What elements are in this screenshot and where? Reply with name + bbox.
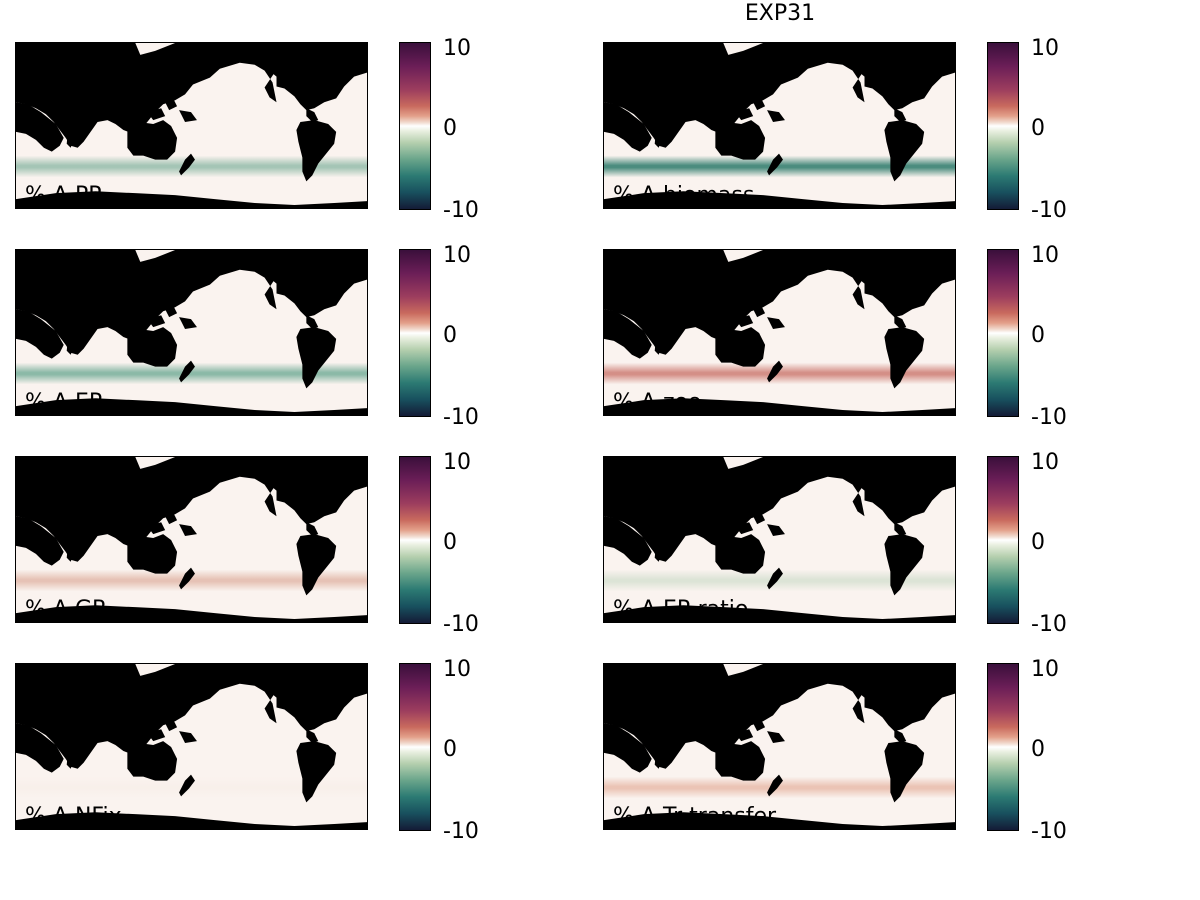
- map-panel-ep: % Δ EP: [15, 249, 368, 416]
- map-plot: [16, 43, 367, 208]
- map-panel-gr: % Δ GR: [15, 456, 368, 623]
- colorbar-min-tick: -10: [443, 819, 479, 844]
- colorbar-mid-tick: 0: [1031, 530, 1045, 555]
- colorbar-min-tick: -10: [1031, 612, 1067, 637]
- colorbar-min-tick: -10: [1031, 819, 1067, 844]
- southern-ocean-anomaly-band: [16, 776, 367, 799]
- panel-label: % Δ GR: [25, 597, 108, 622]
- panel-label: % Δ NFix: [25, 804, 122, 829]
- colorbar-max-tick: 10: [443, 243, 471, 268]
- colorbar-min-tick: -10: [443, 405, 479, 430]
- colorbar-max-tick: 10: [1031, 657, 1059, 682]
- colorbar-mid-tick: 0: [1031, 116, 1045, 141]
- colorbar-zoo: [987, 249, 1019, 417]
- map-plot: [604, 457, 955, 622]
- colorbar-mid-tick: 0: [1031, 737, 1045, 762]
- map-panel-nfix: % Δ NFix: [15, 663, 368, 830]
- map-plot: [604, 250, 955, 415]
- panel-label: % Δ biomass: [613, 183, 755, 208]
- panel-label: % Δ EP-ratio: [613, 597, 749, 622]
- colorbar-mid-tick: 0: [443, 737, 457, 762]
- panel-label: % Δ EP: [25, 390, 103, 415]
- colorbar-max-tick: 10: [1031, 36, 1059, 61]
- colorbar-max-tick: 10: [1031, 243, 1059, 268]
- colorbar-min-tick: -10: [1031, 198, 1067, 223]
- map-panel-pp: % Δ PP: [15, 42, 368, 209]
- southern-ocean-anomaly-band: [604, 362, 955, 385]
- colorbar-nfix: [399, 663, 431, 831]
- map-plot: [16, 457, 367, 622]
- map-panel-ep-ratio: % Δ EP-ratio: [603, 456, 956, 623]
- map-plot: [16, 664, 367, 829]
- colorbar-mid-tick: 0: [1031, 323, 1045, 348]
- colorbar-min-tick: -10: [443, 612, 479, 637]
- colorbar-mid-tick: 0: [443, 530, 457, 555]
- map-panel-zoo: % Δ zoo: [603, 249, 956, 416]
- colorbar-gr: [399, 456, 431, 624]
- panel-label: % Δ zoo: [613, 390, 702, 415]
- map-panel-tr-transfer: % Δ Tr transfer: [603, 663, 956, 830]
- colorbar-tr-transfer: [987, 663, 1019, 831]
- colorbar-max-tick: 10: [443, 36, 471, 61]
- figure-title: EXP31: [744, 1, 816, 26]
- colorbar-ep: [399, 249, 431, 417]
- panel-label: % Δ Tr transfer: [613, 804, 777, 829]
- colorbar-max-tick: 10: [443, 450, 471, 475]
- southern-ocean-anomaly-band: [604, 569, 955, 592]
- southern-ocean-anomaly-band: [604, 155, 955, 178]
- map-plot: [604, 664, 955, 829]
- colorbar-ep-ratio: [987, 456, 1019, 624]
- map-panel-biomass: % Δ biomass: [603, 42, 956, 209]
- colorbar-mid-tick: 0: [443, 116, 457, 141]
- colorbar-pp: [399, 42, 431, 210]
- colorbar-mid-tick: 0: [443, 323, 457, 348]
- colorbar-min-tick: -10: [443, 198, 479, 223]
- colorbar-min-tick: -10: [1031, 405, 1067, 430]
- southern-ocean-anomaly-band: [16, 569, 367, 592]
- southern-ocean-anomaly-band: [16, 155, 367, 178]
- southern-ocean-anomaly-band: [16, 362, 367, 385]
- colorbar-biomass: [987, 42, 1019, 210]
- map-plot: [16, 250, 367, 415]
- southern-ocean-anomaly-band: [604, 776, 955, 799]
- colorbar-max-tick: 10: [1031, 450, 1059, 475]
- panel-label: % Δ PP: [25, 183, 102, 208]
- map-plot: [604, 43, 955, 208]
- colorbar-max-tick: 10: [443, 657, 471, 682]
